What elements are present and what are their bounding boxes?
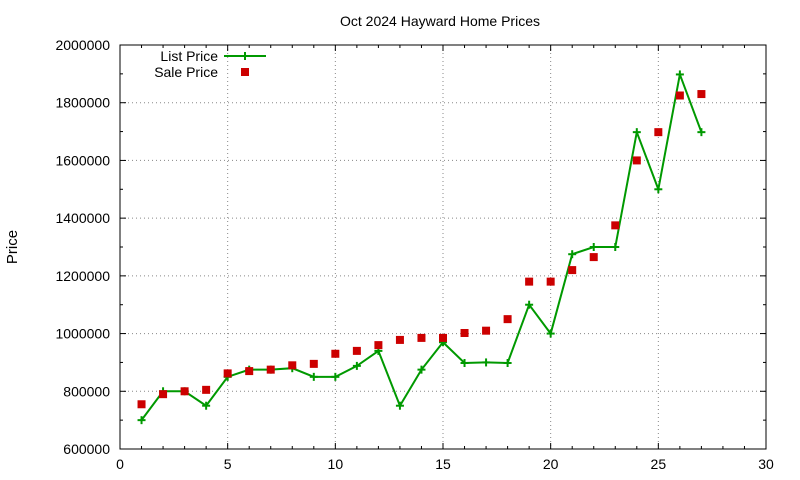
legend-plus-marker [241, 52, 249, 60]
list-price-point [503, 359, 512, 368]
y-tick-label: 600000 [63, 441, 110, 457]
sale-price-point [202, 385, 211, 394]
y-axis-label: Price [4, 230, 21, 264]
list-price-point [352, 361, 361, 370]
sale-price-point [525, 277, 534, 286]
tick-labels: 0 5 10 15 20 25 30 600000 800000 1000000 1200000 14… [55, 37, 774, 472]
sale-price-point [503, 315, 512, 324]
legend-label: Sale Price [154, 64, 218, 80]
list-price-point [137, 416, 146, 425]
list-price-point [654, 185, 663, 194]
y-tick-label: 1200000 [55, 268, 110, 284]
list-price-point [697, 128, 706, 137]
y-tick-label: 1800000 [55, 95, 110, 111]
list-price-point [331, 372, 340, 381]
sale-price-point [417, 333, 426, 342]
chart-title: Oct 2024 Hayward Home Prices [340, 13, 540, 29]
sale-price-point [675, 91, 684, 100]
list-price-point [525, 300, 534, 309]
sale-price-point [352, 346, 361, 355]
sale-price-point [159, 390, 168, 399]
list-price-point [589, 243, 598, 251]
list-price-point [482, 358, 491, 367]
list-price-point [675, 70, 684, 79]
sale-price-point [460, 328, 469, 337]
legend-label: List Price [160, 48, 218, 64]
x-tick-label: 10 [328, 456, 344, 472]
x-tick-label: 30 [758, 456, 774, 472]
legend-square-marker [241, 68, 249, 76]
list-price-point [611, 243, 620, 251]
sale-price-point [331, 349, 340, 358]
plot-area [137, 70, 706, 425]
sale-price-point [395, 335, 404, 344]
sale-price-point [374, 341, 383, 350]
grid [120, 45, 766, 449]
sale-price-point [654, 128, 663, 137]
sale-price-point [309, 359, 318, 368]
sale-price-point [546, 277, 555, 286]
sale-price-point [632, 156, 641, 165]
y-tick-label: 2000000 [55, 37, 110, 53]
sale-price-point [266, 365, 275, 374]
sale-price-point [439, 333, 447, 342]
list-price-point [568, 250, 577, 259]
sale-price-point [568, 266, 577, 275]
x-tick-label: 20 [543, 456, 559, 472]
sale-price-point [482, 326, 491, 335]
list-price-point [395, 401, 404, 410]
sale-price-point [611, 221, 620, 230]
series-sale-price [137, 90, 706, 409]
x-tick-label: 25 [651, 456, 667, 472]
sale-price-point [223, 369, 232, 378]
sale-price-point [180, 387, 189, 396]
sale-price-point [245, 367, 254, 376]
sale-price-point [288, 361, 297, 370]
sale-price-point [137, 400, 146, 409]
list-price-point [460, 359, 469, 368]
y-tick-label: 1400000 [55, 210, 110, 226]
series-list-price [137, 70, 706, 425]
list-price-point [546, 329, 555, 338]
list-price-point [202, 401, 211, 410]
list-price-point [417, 365, 426, 374]
sale-price-point [697, 90, 706, 99]
y-tick-label: 1000000 [55, 326, 110, 342]
x-tick-label: 15 [435, 456, 451, 472]
list-price-point [632, 128, 641, 137]
y-tick-label: 1600000 [55, 152, 110, 168]
x-tick-label: 0 [116, 456, 124, 472]
sale-price-point [589, 253, 598, 262]
list-price-point [309, 372, 318, 381]
plot-frame [119, 44, 767, 450]
x-tick-label: 5 [224, 456, 232, 472]
y-tick-label: 800000 [63, 383, 110, 399]
